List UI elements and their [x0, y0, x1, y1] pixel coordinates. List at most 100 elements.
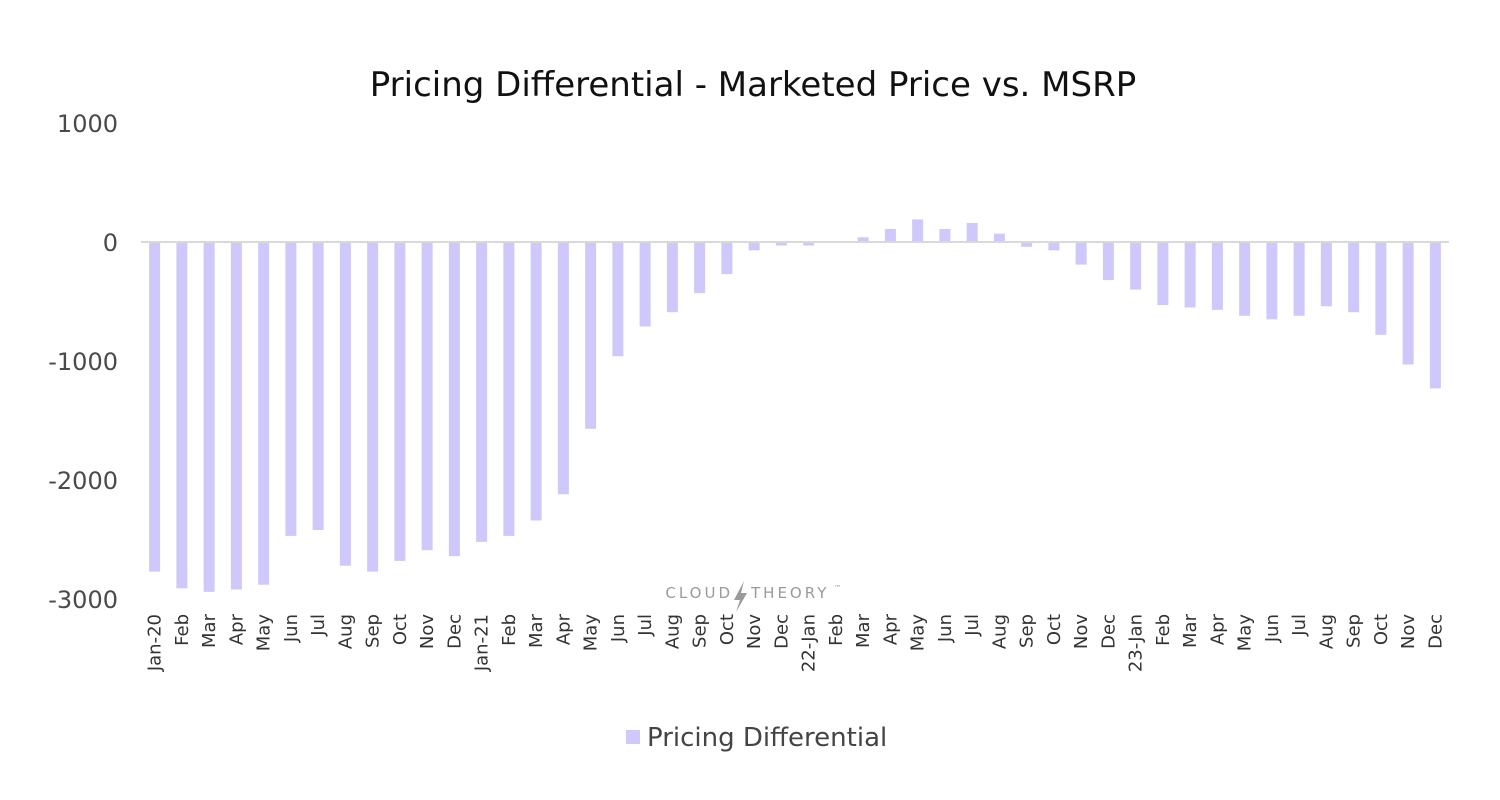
bar [476, 242, 488, 542]
x-tick-label: Dec [1098, 614, 1119, 649]
x-tick-label: Mar [853, 613, 874, 648]
y-tick-label: 1000 [57, 110, 118, 138]
bar [421, 242, 433, 551]
bar [1293, 242, 1305, 316]
bar [503, 242, 515, 536]
x-tick-label: Sep [690, 614, 711, 648]
bar [1184, 242, 1196, 308]
y-tick-label: -2000 [48, 467, 118, 495]
bar [339, 242, 351, 566]
bar-series [149, 219, 1441, 592]
bar [1102, 242, 1114, 281]
x-tick-label: Nov [1398, 614, 1419, 649]
x-tick-label: Mar [1180, 613, 1201, 648]
x-tick-label: Mar [199, 613, 220, 648]
x-tick-label: Sep [1344, 614, 1365, 648]
y-tick-label: -3000 [48, 586, 118, 614]
bar [1348, 242, 1360, 313]
cloud-theory-watermark: CLOUD THEORY ™ [665, 581, 841, 612]
bar [748, 242, 760, 251]
x-tick-label: Feb [172, 614, 193, 646]
x-tick-label: Jul [308, 614, 329, 637]
bar [993, 233, 1005, 242]
x-tick-label: Dec [444, 614, 465, 649]
x-tick-label: 23-Jan [1126, 614, 1147, 672]
bar [666, 242, 678, 313]
x-tick-label: May [581, 614, 602, 652]
x-tick-label: Jul [962, 614, 983, 637]
bar [557, 242, 569, 495]
x-tick-label: Oct [1044, 614, 1065, 645]
bar [775, 242, 787, 246]
bar [176, 242, 188, 589]
bar [1211, 242, 1223, 310]
legend-swatch [626, 730, 640, 744]
x-tick-label: Feb [499, 614, 520, 646]
legend: Pricing Differential [626, 723, 887, 753]
x-tick-label: Apr [880, 613, 901, 645]
bar [1239, 242, 1251, 316]
bar [1021, 242, 1033, 247]
y-tick-label: -1000 [48, 348, 118, 376]
x-tick-label: Apr [553, 613, 574, 645]
bar [530, 242, 542, 521]
bar [1130, 242, 1142, 290]
x-tick-label: Dec [1425, 614, 1446, 649]
watermark-left-text: CLOUD [665, 584, 733, 602]
x-axis-ticks: Jan-20 Feb Mar Apr May Jun Jul Aug Sep Oct Nov Dec J… [145, 613, 1447, 672]
bar [1429, 242, 1441, 389]
bar [694, 242, 706, 294]
bar [230, 242, 242, 590]
bar [1157, 242, 1169, 306]
x-tick-label: Mar [526, 613, 547, 648]
bar [803, 242, 815, 246]
x-tick-label: 22-Jan [799, 614, 820, 672]
bar [639, 242, 651, 327]
y-axis-ticks: 1000 0 -1000 -2000 -3000 [48, 110, 118, 614]
x-tick-label: Sep [1017, 614, 1038, 648]
bar [585, 242, 597, 429]
x-tick-label: Jul [1289, 614, 1310, 637]
x-tick-label: Nov [1071, 614, 1092, 649]
bar [1075, 242, 1087, 265]
x-tick-label: Nov [744, 614, 765, 649]
x-tick-label: Jan-20 [145, 614, 166, 672]
x-tick-label: Apr [226, 613, 247, 645]
bar [612, 242, 624, 357]
bar [285, 242, 297, 536]
x-tick-label: Jun [608, 614, 629, 643]
bar [312, 242, 324, 530]
x-tick-label: May [908, 614, 929, 652]
x-tick-label: Oct [390, 614, 411, 645]
x-tick-label: Oct [717, 614, 738, 645]
bar [1266, 242, 1278, 320]
y-tick-label: 0 [103, 229, 118, 257]
x-tick-label: May [1235, 614, 1256, 652]
x-tick-label: Jun [281, 614, 302, 643]
bar [149, 242, 161, 572]
bar [884, 228, 896, 242]
x-tick-label: Apr [1207, 613, 1228, 645]
legend-label: Pricing Differential [647, 723, 887, 753]
x-tick-label: Feb [1153, 614, 1174, 646]
x-tick-label: Aug [1316, 614, 1337, 649]
bar [394, 242, 406, 561]
bar [966, 222, 978, 242]
x-tick-label: Aug [335, 614, 356, 649]
bar [203, 242, 215, 592]
x-tick-label: Feb [826, 614, 847, 646]
bar [1048, 242, 1060, 251]
bar [1375, 242, 1387, 335]
bar [367, 242, 379, 572]
x-tick-label: Jul [635, 614, 656, 637]
x-tick-label: Jan-21 [472, 614, 493, 672]
x-tick-label: Sep [363, 614, 384, 648]
x-tick-label: Aug [662, 614, 683, 649]
bar [939, 228, 951, 242]
lightning-bolt-icon [734, 581, 747, 612]
bar [912, 219, 924, 242]
bar [857, 237, 869, 242]
bar [721, 242, 733, 275]
bar [1320, 242, 1332, 307]
